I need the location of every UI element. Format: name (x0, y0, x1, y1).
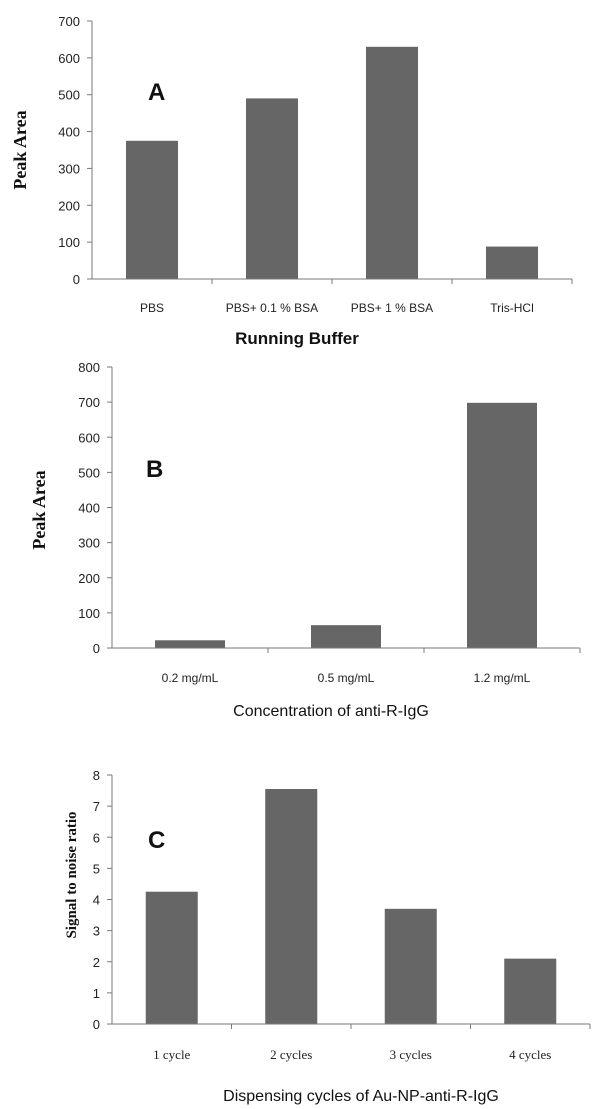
y-axis-label-c: Signal to noise ratio (64, 811, 80, 938)
x-tick-label: 2 cycles (270, 1047, 312, 1062)
x-tick-label: Tris-HCl (490, 301, 534, 315)
x-tick-label: 4 cycles (509, 1047, 551, 1062)
y-tick-label: 500 (58, 88, 80, 103)
y-tick-label: 400 (58, 125, 80, 140)
bar (384, 908, 437, 1024)
y-tick-label: 800 (78, 360, 100, 375)
bar (145, 891, 198, 1024)
y-tick-label: 700 (58, 14, 80, 29)
bars-a (126, 46, 538, 280)
x-tick-label: 3 cycles (390, 1047, 432, 1062)
x-axis-label-a: Running Buffer (235, 329, 359, 348)
x-ticks-a: PBS PBS+ 0.1 % BSA PBS+ 1 % BSA Tris-HCl (140, 279, 573, 315)
y-tick-label: 6 (93, 830, 100, 845)
bar (126, 140, 178, 279)
bar (366, 46, 418, 279)
y-tick-label: 0 (73, 272, 80, 287)
bar (504, 958, 557, 1024)
y-tick-label: 4 (93, 893, 100, 908)
bar (486, 246, 538, 279)
y-tick-label: 600 (58, 51, 80, 66)
x-tick-label: 1 cycle (153, 1047, 190, 1062)
x-tick-label: PBS (140, 301, 164, 315)
bar (311, 625, 381, 648)
x-tick-label: PBS+ 1 % BSA (351, 301, 433, 315)
chart-panel-c: 0 1 2 3 4 5 6 7 8 1 cycle 2 cycles 3 cycles 4 cycle… (64, 768, 591, 1105)
y-axis-label-b: Peak Area (29, 470, 49, 549)
y-tick-label: 2 (93, 955, 100, 970)
y-tick-label: 1 (93, 986, 100, 1001)
y-tick-label: 700 (78, 395, 100, 410)
panel-label-a: A (148, 79, 165, 106)
y-tick-label: 7 (93, 799, 100, 814)
y-tick-label: 500 (78, 465, 100, 480)
y-tick-label: 300 (78, 536, 100, 551)
y-tick-label: 3 (93, 924, 100, 939)
x-axis-label-c: Dispensing cycles of Au-NP-anti-R-IgG (223, 1088, 499, 1105)
y-ticks-a: 0 100 200 300 400 500 600 700 (58, 14, 92, 287)
y-ticks-b: 0 100 200 300 400 500 600 700 800 (78, 360, 112, 656)
y-tick-label: 100 (58, 235, 80, 250)
x-axis-label-b: Concentration of anti-R-IgG (233, 703, 429, 720)
y-ticks-c: 0 1 2 3 4 5 6 7 8 (93, 768, 112, 1032)
y-tick-label: 400 (78, 501, 100, 516)
panel-label-b: B (146, 456, 163, 483)
x-tick-label: 1.2 mg/mL (474, 671, 531, 685)
panel-label-c: C (148, 827, 165, 854)
x-tick-label: 0.5 mg/mL (318, 671, 375, 685)
bar (246, 98, 298, 280)
bar (467, 402, 537, 648)
y-tick-label: 0 (93, 641, 100, 656)
x-ticks-b: 0.2 mg/mL 0.5 mg/mL 1.2 mg/mL (162, 648, 581, 685)
y-tick-label: 600 (78, 430, 100, 445)
x-tick-label: 0.2 mg/mL (162, 671, 219, 685)
bars-b (155, 402, 537, 648)
y-tick-label: 200 (58, 198, 80, 213)
y-tick-label: 200 (78, 571, 100, 586)
y-tick-label: 5 (93, 861, 100, 876)
bar (265, 789, 318, 1024)
x-ticks-c: 1 cycle 2 cycles 3 cycles 4 cycles (153, 1024, 591, 1062)
x-tick-label: PBS+ 0.1 % BSA (226, 301, 318, 315)
y-tick-label: 0 (93, 1017, 100, 1032)
chart-panel-b: 0 100 200 300 400 500 600 700 800 0.2 mg/mL 0.5 m… (29, 360, 581, 720)
bar (155, 640, 225, 648)
y-tick-label: 8 (93, 768, 100, 783)
y-tick-label: 300 (58, 161, 80, 176)
bars-c (145, 789, 557, 1024)
y-axis-label-a: Peak Area (10, 110, 30, 189)
chart-panel-a: 0 100 200 300 400 500 600 700 PBS PBS+ 0.1 % BSA… (10, 14, 573, 348)
y-tick-label: 100 (78, 606, 100, 621)
